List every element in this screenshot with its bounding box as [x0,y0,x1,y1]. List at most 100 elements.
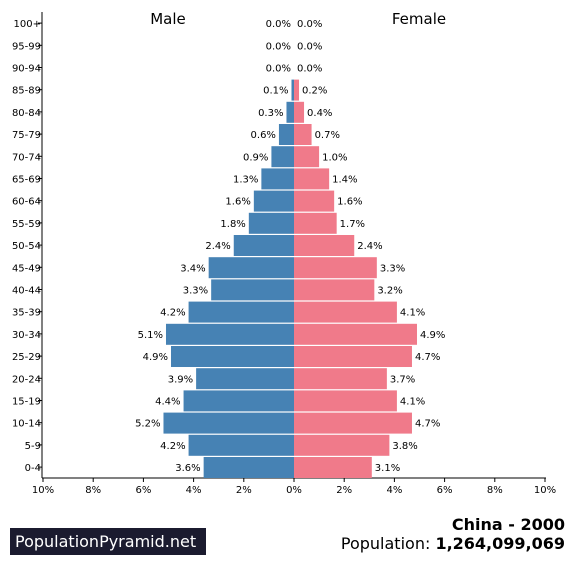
population-value: 1,264,099,069 [435,534,565,553]
female-value-label: 0.0% [297,41,322,52]
male-value-label: 0.3% [258,108,283,119]
female-bar-45-49 [294,257,377,279]
female-value-label: 1.4% [332,175,357,186]
female-value-label: 3.2% [377,286,402,297]
chart-country-year: China - 2000 [451,515,565,534]
population-total: Population: 1,264,099,069 [341,534,565,553]
male-value-label: 2.4% [205,241,230,252]
male-value-label: 0.6% [251,130,276,141]
male-bar-55-59 [248,212,294,234]
female-bar-70-74 [294,146,320,168]
female-value-label: 3.7% [390,374,415,385]
female-bar-15-19 [294,390,397,412]
y-tick-label: 0-4 [25,463,41,474]
y-tick-label: 15-19 [12,397,41,408]
x-tick-label: 4% [186,485,202,496]
y-tick-label: 10-14 [12,419,41,430]
male-bar-80-84 [286,101,294,123]
female-bar-30-34 [294,323,417,345]
male-bar-5-9 [188,434,294,456]
y-tick-label: 5-9 [25,441,41,452]
x-tick-label: 0% [286,485,302,496]
y-tick-label: 95-99 [12,41,41,52]
y-tick-label: 100+ [14,19,41,30]
male-value-label: 1.6% [225,197,250,208]
left-series-title: Male [150,10,186,28]
x-tick-label: 6% [135,485,151,496]
female-bar-25-29 [294,346,412,367]
male-value-label: 0.0% [266,64,291,75]
male-value-label: 3.3% [183,286,208,297]
y-tick-label: 90-94 [12,64,41,75]
female-value-label: 4.1% [400,308,425,319]
y-tick-label: 85-89 [12,86,41,97]
male-bar-35-39 [188,301,294,323]
male-value-label: 4.2% [160,441,185,452]
male-value-label: 3.4% [180,263,205,274]
female-bar-60-64 [294,190,335,212]
male-value-label: 3.9% [168,374,193,385]
y-tick-label: 20-24 [12,374,41,385]
male-bar-10-14 [163,412,294,434]
y-tick-label: 45-49 [12,263,41,274]
x-tick-label: 4% [386,485,402,496]
x-tick-label: 8% [487,485,503,496]
male-value-label: 4.2% [160,308,185,319]
female-value-label: 4.9% [420,330,445,341]
male-bar-75-79 [278,124,294,145]
female-value-label: 3.3% [380,263,405,274]
female-bar-85-89 [294,79,300,101]
x-tick-label: 10% [32,485,54,496]
female-bar-20-24 [294,368,387,390]
female-bar-80-84 [294,101,305,123]
male-bar-25-29 [171,346,294,367]
female-value-label: 3.1% [375,463,400,474]
female-bar-75-79 [294,124,312,145]
male-value-label: 0.1% [263,86,288,97]
male-value-label: 0.0% [266,19,291,30]
female-value-label: 2.4% [357,241,382,252]
population-label: Population: [340,534,431,553]
male-bar-70-74 [271,146,294,168]
male-value-label: 5.1% [138,330,163,341]
x-tick-label: 2% [336,485,352,496]
female-bar-65-69 [294,168,330,190]
y-tick-label: 40-44 [12,286,41,297]
x-tick-label: 8% [85,485,101,496]
male-value-label: 5.2% [135,419,160,430]
x-tick-label: 2% [236,485,252,496]
female-value-label: 1.7% [340,219,365,230]
male-bar-30-34 [165,323,294,345]
brand-logo[interactable]: PopulationPyramid.net [10,528,206,555]
female-bar-10-14 [294,412,412,434]
population-pyramid-chart: Male Female 100+ 0.0% 0.0% 95-99 0.0% 0.0% 90-94… [12,10,556,496]
right-series-title: Female [392,10,446,28]
male-value-label: 1.8% [220,219,245,230]
male-value-label: 4.9% [143,352,168,363]
male-bar-15-19 [183,390,294,412]
female-value-label: 0.0% [297,64,322,75]
female-bar-0-4 [294,457,372,478]
male-value-label: 1.3% [233,175,258,186]
male-bar-60-64 [253,190,294,212]
male-bar-20-24 [196,368,294,390]
female-bar-35-39 [294,301,397,323]
y-tick-label: 30-34 [12,330,41,341]
male-bar-50-54 [233,235,294,256]
female-bar-5-9 [294,434,390,456]
y-tick-label: 60-64 [12,197,41,208]
male-bar-65-69 [261,168,294,190]
female-value-label: 1.6% [337,197,362,208]
y-tick-label: 75-79 [12,130,41,141]
male-bar-45-49 [208,257,294,279]
female-value-label: 4.7% [415,419,440,430]
female-value-label: 0.0% [297,19,322,30]
female-value-label: 1.0% [322,152,347,163]
female-value-label: 0.4% [307,108,332,119]
male-value-label: 4.4% [155,397,180,408]
y-tick-label: 70-74 [12,152,41,163]
male-bar-85-89 [291,79,294,101]
male-bar-0-4 [203,457,294,478]
female-value-label: 0.7% [315,130,340,141]
female-value-label: 3.8% [392,441,417,452]
